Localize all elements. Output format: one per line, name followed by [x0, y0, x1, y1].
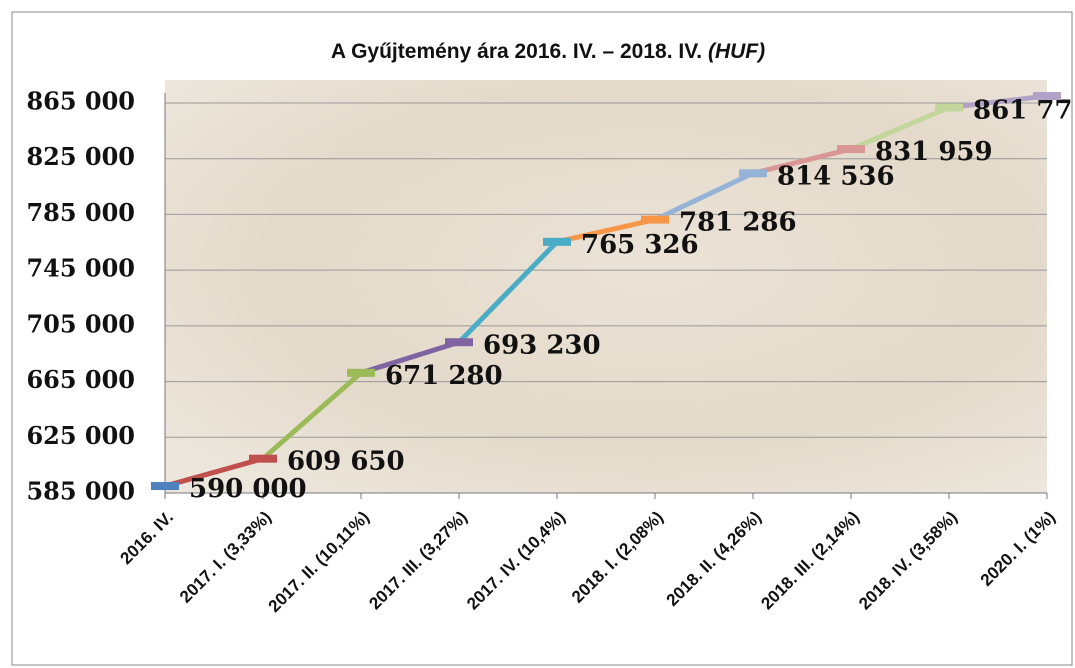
- y-tick-label: 705 000: [26, 309, 135, 338]
- value-label: 781 286: [679, 208, 797, 238]
- y-tick-label: 665 000: [26, 365, 135, 394]
- line-segment: [162, 456, 266, 489]
- y-tick-label: 865 000: [26, 87, 135, 116]
- line-segment: [848, 104, 952, 152]
- y-tick-label: 585 000: [26, 477, 135, 506]
- point-marker: [641, 215, 669, 224]
- point-marker: [249, 454, 277, 463]
- y-tick-label: 625 000: [26, 421, 135, 450]
- value-label: 861 771: [973, 95, 1075, 125]
- value-label: 814 536: [777, 161, 895, 191]
- value-label: 831 959: [875, 137, 993, 167]
- line-segment: [750, 146, 854, 176]
- point-marker: [445, 338, 473, 347]
- line-segment: [358, 339, 462, 376]
- point-marker: [543, 237, 571, 246]
- y-tick-label: 785 000: [26, 198, 135, 227]
- chart-title: A Gyűjtemény ára 2016. IV. – 2018. IV. (…: [331, 40, 765, 63]
- plot-background: [165, 80, 1047, 493]
- point-marker: [347, 368, 375, 377]
- point-marker: [837, 145, 865, 154]
- point-marker: [935, 103, 963, 112]
- y-tick-label: 745 000: [26, 254, 135, 283]
- line-segment: [652, 170, 756, 223]
- value-label: 765 326: [581, 230, 699, 260]
- value-label: 671 280: [385, 361, 503, 391]
- point-marker: [1033, 92, 1061, 101]
- point-marker: [739, 169, 767, 178]
- value-label: 590 000: [189, 474, 307, 504]
- value-label: 609 650: [287, 447, 405, 477]
- point-marker: [151, 482, 179, 491]
- line-segment: [554, 217, 658, 245]
- value-label: 693 230: [483, 330, 601, 360]
- line-segment: [946, 93, 1050, 110]
- line-segment: [456, 239, 560, 345]
- line-segment: [260, 370, 364, 462]
- y-tick-label: 825 000: [26, 142, 135, 171]
